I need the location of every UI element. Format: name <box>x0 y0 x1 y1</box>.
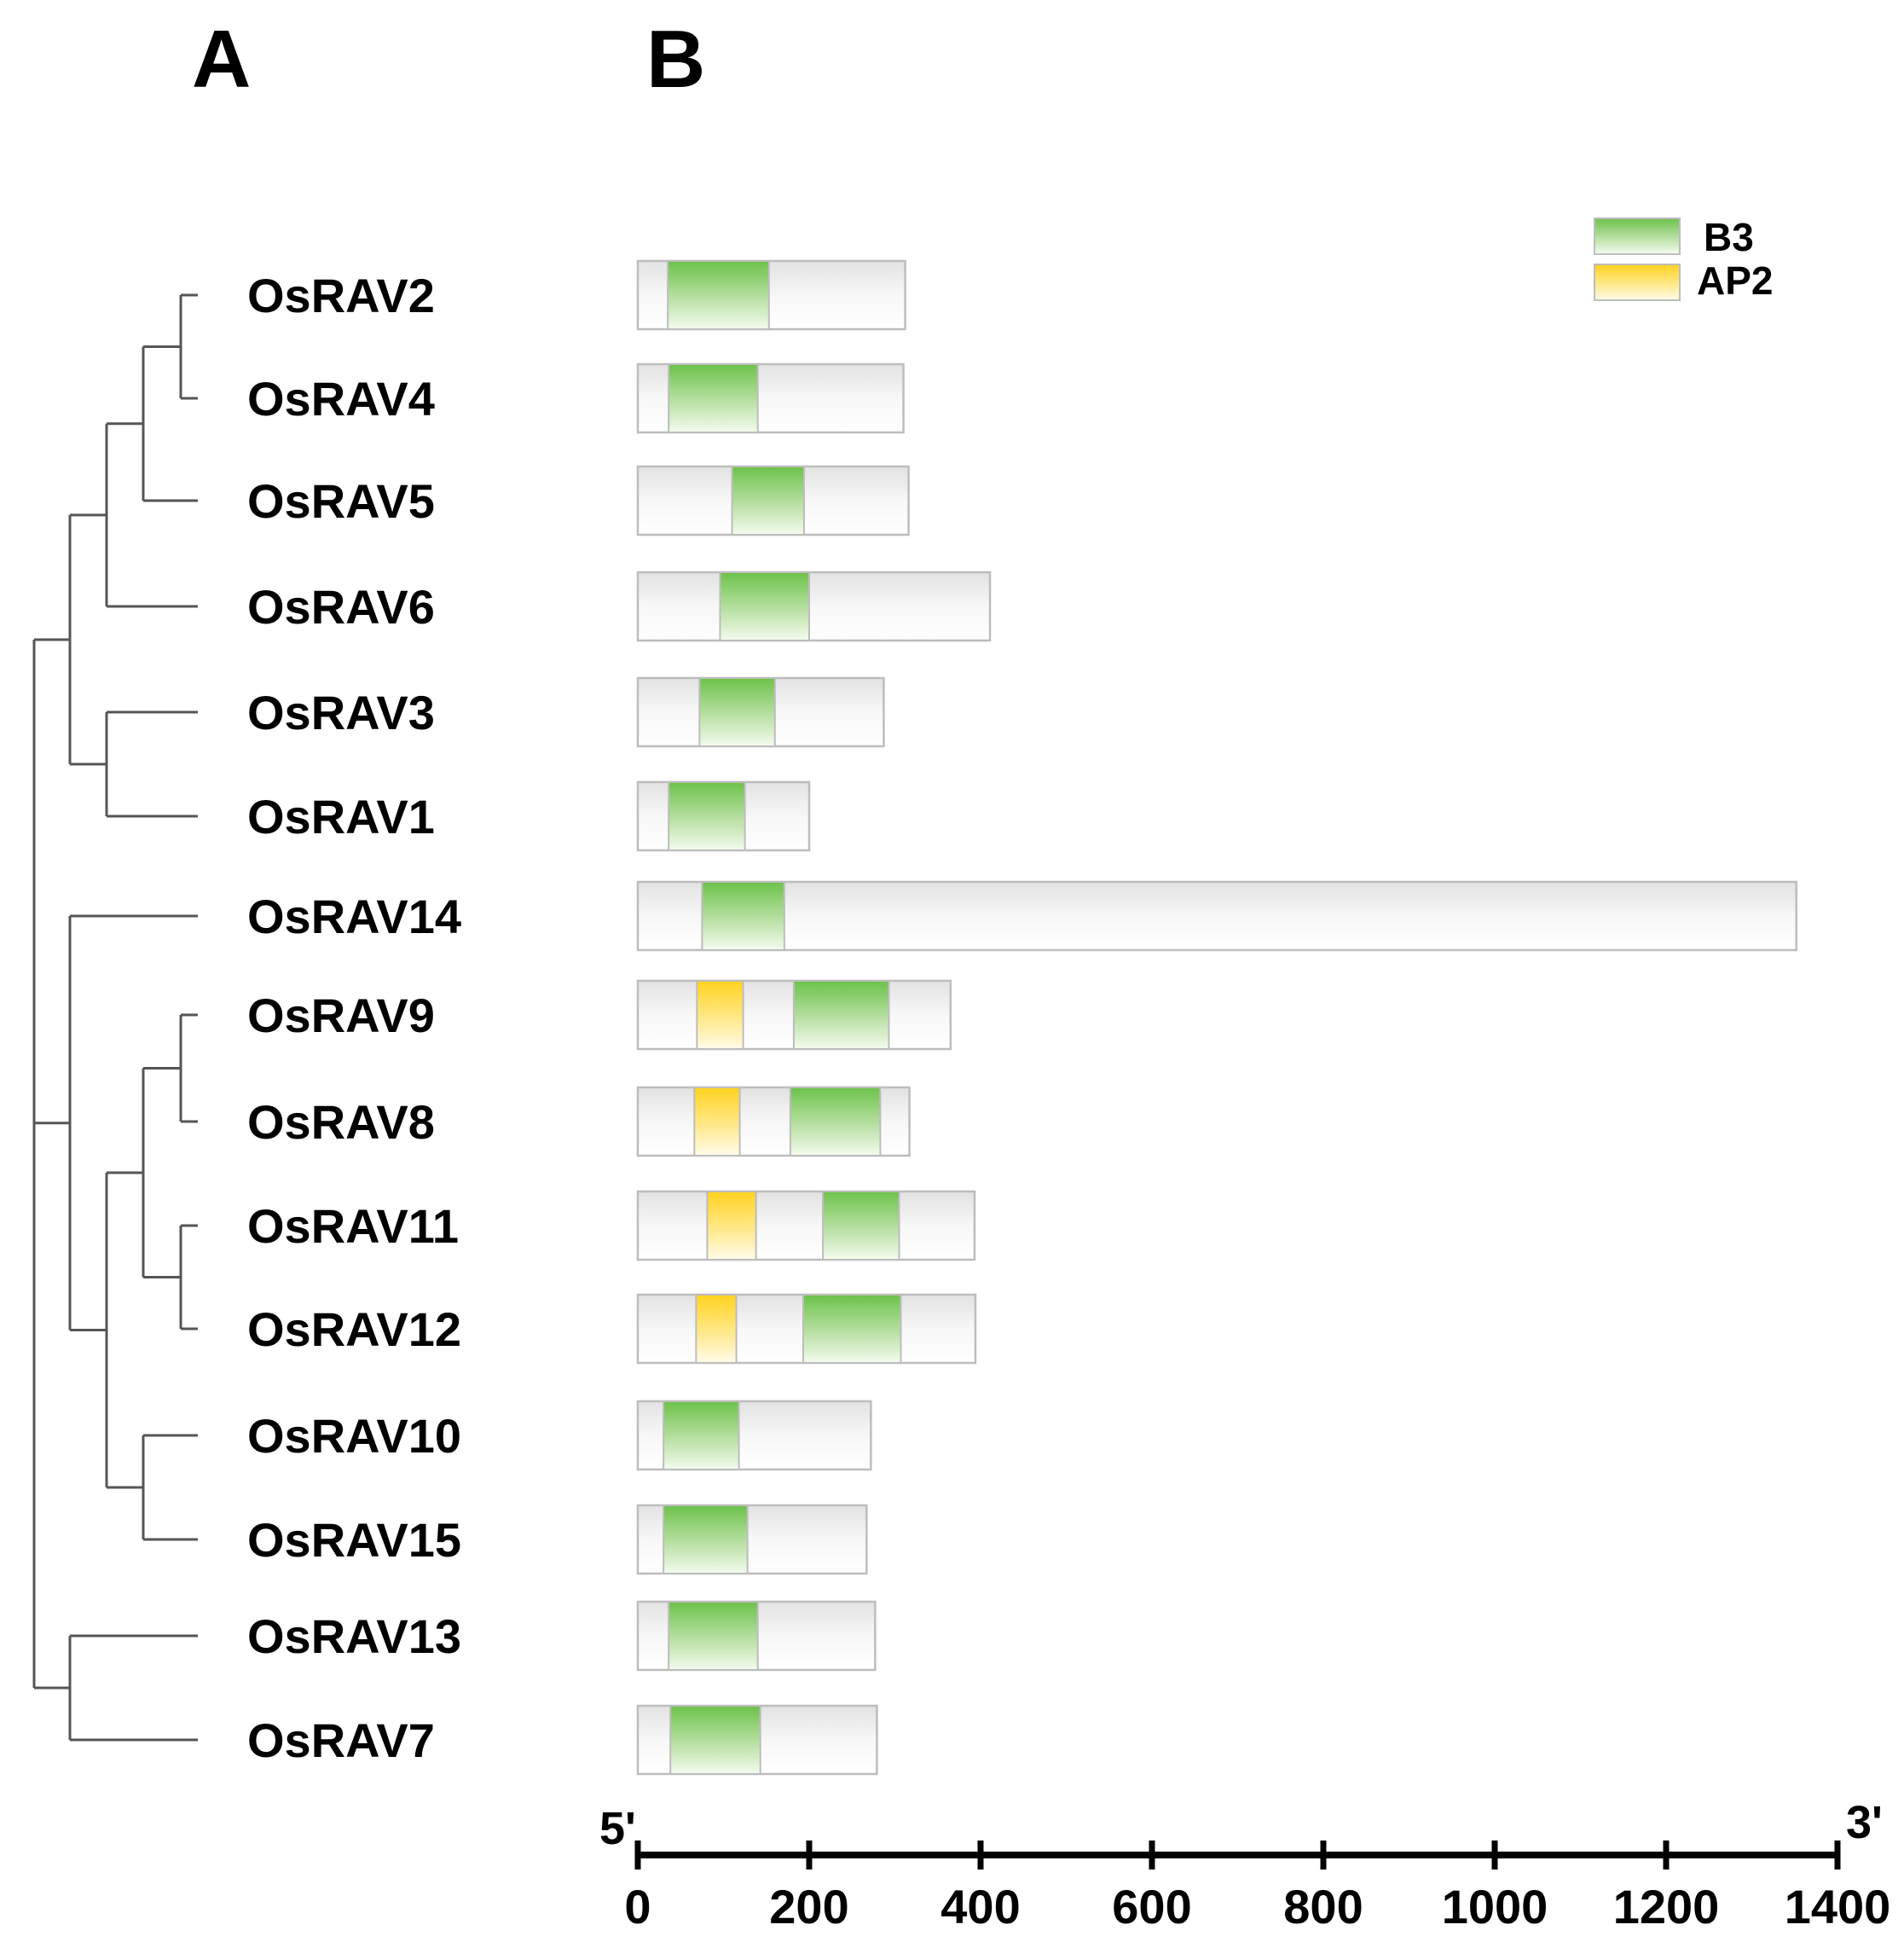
b3-domain <box>698 677 776 747</box>
gene-label: OsRAV3 <box>247 686 435 739</box>
gene-label: OsRAV12 <box>247 1302 461 1356</box>
b3-domain <box>663 1400 740 1470</box>
axis-tick-label: 400 <box>940 1880 1020 1933</box>
protein-row <box>636 1086 911 1157</box>
legend-b3-swatch <box>1594 217 1681 255</box>
protein-row <box>636 676 885 748</box>
b3-domain <box>822 1191 900 1261</box>
phylogenetic-tree <box>32 293 198 1742</box>
gene-label: OsRAV15 <box>247 1513 461 1567</box>
gene-label: OsRAV7 <box>247 1713 435 1767</box>
axis-tick-label: 800 <box>1283 1880 1363 1933</box>
axis-tick-label: 600 <box>1112 1880 1191 1933</box>
protein-row <box>636 362 905 434</box>
axis-tick-label: 1200 <box>1613 1880 1720 1933</box>
gene-label: OsRAV8 <box>247 1095 435 1149</box>
ap2-domain <box>696 980 744 1050</box>
axis-end-label: 3' <box>1846 1797 1883 1848</box>
gene-label: OsRAV13 <box>247 1609 461 1663</box>
legend-b3-label: B3 <box>1704 215 1754 259</box>
b3-domain <box>663 1504 749 1574</box>
b3-domain <box>667 260 770 330</box>
b3-domain <box>701 881 785 951</box>
gene-label: OsRAV4 <box>247 372 435 426</box>
gene-label: OsRAV9 <box>247 988 435 1042</box>
b3-domain <box>802 1294 902 1364</box>
axis-tick-label: 1000 <box>1442 1880 1548 1933</box>
axis-ticks: 0 200 400 600 800 1000 1200 1400 <box>624 1841 1890 1933</box>
protein-row <box>636 1400 872 1471</box>
b3-domain <box>669 1705 761 1775</box>
protein-row <box>636 259 906 331</box>
protein-row <box>636 1704 878 1776</box>
protein-row <box>636 571 992 642</box>
gene-label: OsRAV11 <box>247 1199 459 1253</box>
panel-label-b: B <box>646 14 705 105</box>
b3-domain <box>792 980 890 1050</box>
gene-label: OsRAV5 <box>247 474 435 528</box>
protein-bars <box>636 259 1798 1776</box>
axis-tick-label: 1400 <box>1785 1880 1891 1933</box>
gene-label: OsRAV6 <box>247 580 435 634</box>
axis-tick-label: 200 <box>769 1880 848 1933</box>
axis-start-label: 5' <box>599 1803 636 1854</box>
protein-row <box>636 1600 877 1672</box>
protein-row <box>636 780 811 852</box>
b3-domain <box>719 571 810 641</box>
protein-row <box>636 465 910 536</box>
gene-label: OsRAV2 <box>247 269 435 322</box>
protein-bar <box>636 880 1798 952</box>
legend-ap2-label: AP2 <box>1697 258 1773 303</box>
gene-label: OsRAV1 <box>247 790 435 843</box>
protein-row <box>636 1293 977 1365</box>
protein-bar <box>636 1190 976 1261</box>
protein-row <box>636 979 952 1051</box>
protein-row <box>636 1504 868 1575</box>
b3-domain <box>731 466 805 536</box>
b3-domain <box>789 1087 882 1157</box>
panel-label-a: A <box>192 14 251 105</box>
ap2-domain <box>693 1087 741 1157</box>
legend: B3 AP2 <box>1594 215 1773 303</box>
legend-ap2-swatch <box>1594 264 1681 301</box>
ap2-domain <box>695 1294 738 1364</box>
ap2-domain <box>706 1191 757 1261</box>
gene-labels: OsRAV2 OsRAV4 OsRAV5 OsRAV6 OsRAV3 OsRAV1 OsRA… <box>247 269 461 1767</box>
axis-tick-label: 0 <box>624 1880 651 1933</box>
gene-label: OsRAV14 <box>247 890 461 943</box>
protein-row <box>636 1190 976 1261</box>
b3-domain <box>668 1601 759 1671</box>
gene-label: OsRAV10 <box>247 1409 461 1463</box>
length-axis: 5' 3' 0 200 400 600 800 1000 1200 1400 <box>599 1797 1890 1933</box>
protein-bar <box>636 571 992 642</box>
b3-domain <box>668 781 746 851</box>
protein-row <box>636 880 1798 952</box>
b3-domain <box>668 363 759 433</box>
